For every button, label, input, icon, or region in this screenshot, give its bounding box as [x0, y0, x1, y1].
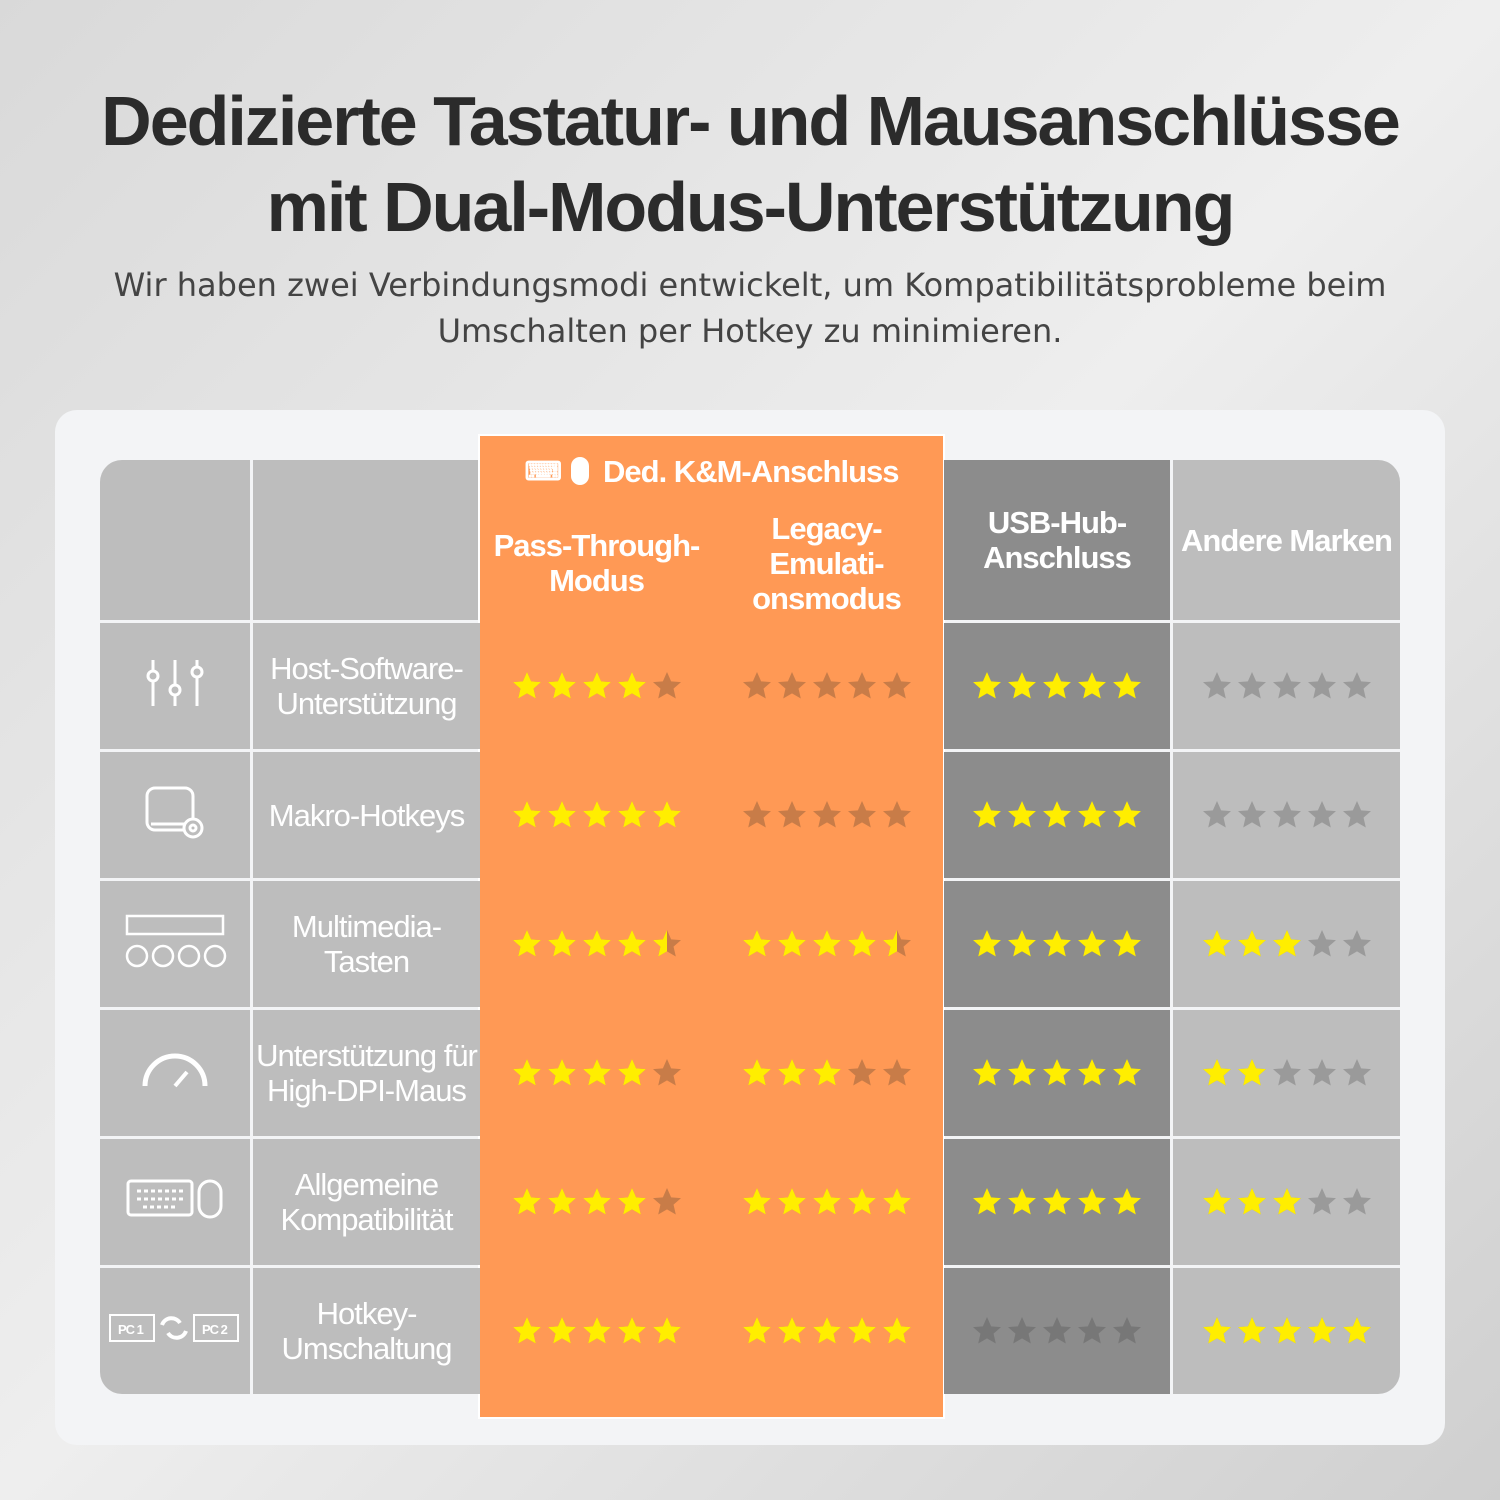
row-label: Allgemeine Kompatibilität — [253, 1139, 480, 1265]
sliders-icon — [143, 658, 207, 715]
star-rating — [741, 928, 913, 960]
column-header-label: Legacy-Emulati-onsmodus — [752, 510, 902, 616]
rating-cell — [944, 1139, 1170, 1265]
star-rating — [971, 799, 1143, 831]
subtitle: Wir haben zwei Verbindungsmodi entwickel… — [113, 266, 1387, 350]
rating-cell — [713, 881, 940, 1007]
column-header-label: Pass-Through-Modus — [493, 528, 701, 598]
star-rating — [1201, 670, 1373, 702]
star-rating — [1201, 799, 1373, 831]
header-blank — [253, 460, 480, 620]
rating-cell — [1173, 752, 1400, 878]
star-rating — [971, 928, 1143, 960]
media-keys-icon — [123, 912, 227, 977]
rating-cell — [944, 752, 1170, 878]
column-header: Andere Marken — [1173, 460, 1400, 620]
rating-cell — [1173, 881, 1400, 1007]
star-rating — [1201, 1315, 1373, 1347]
star-rating — [511, 799, 683, 831]
column-header-label: USB-Hub-Anschluss — [983, 505, 1132, 575]
star-rating — [741, 799, 913, 831]
column-header: USB-Hub-Anschluss — [944, 460, 1170, 620]
row-label: Makro-Hotkeys — [253, 752, 480, 878]
star-rating — [971, 1186, 1143, 1218]
rating-cell — [483, 1010, 710, 1136]
rating-cell — [1173, 623, 1400, 749]
star-rating — [741, 670, 913, 702]
star-rating — [1201, 928, 1373, 960]
media-keys-cell — [100, 881, 250, 1007]
row-label: Multimedia-Tasten — [253, 881, 480, 1007]
header-corner — [100, 460, 250, 620]
mouse-icon — [571, 457, 590, 485]
column-header: Legacy-Emulati-onsmodus — [713, 506, 940, 620]
macro-device-cell — [100, 752, 250, 878]
star-rating — [741, 1057, 913, 1089]
row-label-text: Multimedia-Tasten — [291, 909, 442, 979]
rating-cell — [944, 1010, 1170, 1136]
rating-cell — [713, 1010, 940, 1136]
rating-cell — [483, 623, 710, 749]
row-label-text: Makro-Hotkeys — [268, 797, 465, 833]
keyboard-mouse-cell — [100, 1139, 250, 1265]
pc-switch-icon: PC 1 PC 2 — [108, 1311, 242, 1352]
pc-switch-cell: PC 1 PC 2 — [100, 1268, 250, 1394]
sliders-cell — [100, 623, 250, 749]
row-label: Unterstützung für High-DPI-Maus — [253, 1010, 480, 1136]
star-rating — [511, 670, 683, 702]
rating-cell — [944, 1268, 1170, 1394]
row-label-text: Allgemeine Kompatibilität — [280, 1167, 453, 1237]
gauge-cell — [100, 1010, 250, 1136]
star-rating — [741, 1186, 913, 1218]
column-header: Pass-Through-Modus — [483, 506, 710, 620]
group-header: ⌨ Ded. K&M-Anschluss — [483, 439, 940, 503]
column-header-label: Andere Marken — [1181, 522, 1393, 558]
svg-text:PC 1: PC 1 — [118, 1322, 144, 1337]
page-title: Dedizierte Tastatur- und Mausanschlüsse m… — [101, 82, 1401, 246]
gauge-icon — [140, 1050, 210, 1097]
row-label: Hotkey-Umschaltung — [253, 1268, 480, 1394]
row-label-text: Hotkey-Umschaltung — [281, 1296, 453, 1366]
rating-cell — [713, 1139, 940, 1265]
svg-text:PC 2: PC 2 — [202, 1322, 228, 1337]
rating-cell — [483, 752, 710, 878]
rating-cell — [1173, 1010, 1400, 1136]
star-rating — [511, 1315, 683, 1347]
rating-cell — [944, 881, 1170, 1007]
row-label-text: Unterstützung für High-DPI-Maus — [256, 1038, 478, 1108]
rating-cell — [944, 623, 1170, 749]
star-rating — [971, 1057, 1143, 1089]
rating-cell — [713, 752, 940, 878]
macro-device-icon — [143, 784, 207, 847]
rating-cell — [483, 1139, 710, 1265]
star-rating — [971, 670, 1143, 702]
star-rating — [511, 1186, 683, 1218]
row-label: Host-Software-Unterstützung — [253, 623, 480, 749]
star-rating — [511, 1057, 683, 1089]
rating-cell — [1173, 1268, 1400, 1394]
rating-cell — [713, 1268, 940, 1394]
star-rating — [1201, 1186, 1373, 1218]
keyboard-icon: ⌨ — [524, 455, 562, 486]
star-rating — [741, 1315, 913, 1347]
rating-cell — [713, 623, 940, 749]
rating-cell — [483, 881, 710, 1007]
keyboard-mouse-icon — [125, 1177, 225, 1228]
group-header-label: Ded. K&M-Anschluss — [603, 453, 899, 489]
star-rating — [971, 1315, 1143, 1347]
row-label-text: Host-Software-Unterstützung — [270, 651, 464, 721]
rating-cell — [483, 1268, 710, 1394]
star-rating — [511, 928, 683, 960]
star-rating — [1201, 1057, 1373, 1089]
rating-cell — [1173, 1139, 1400, 1265]
